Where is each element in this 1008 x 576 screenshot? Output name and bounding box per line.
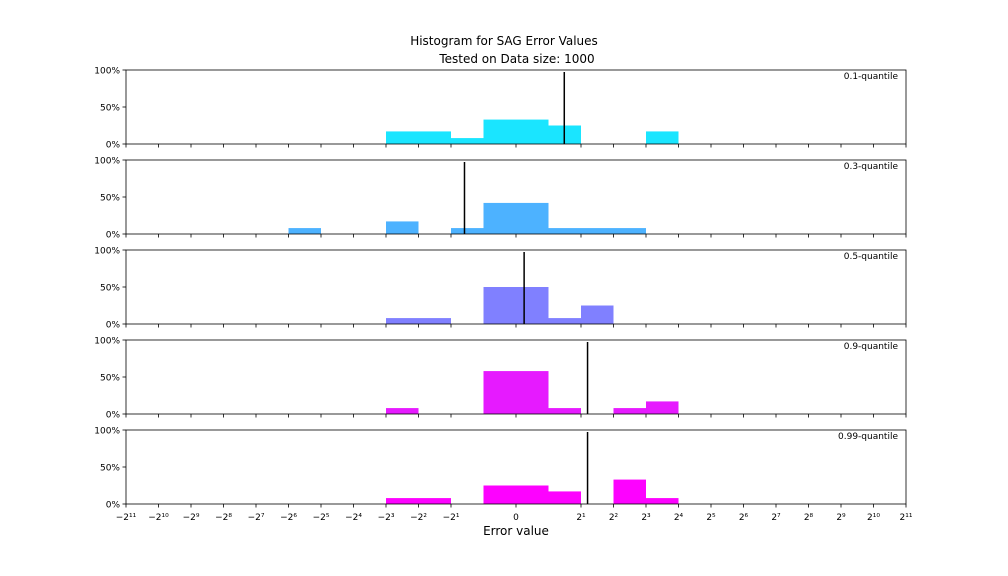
chart-subtitle: Tested on Data size: 1000	[438, 52, 594, 66]
histogram-bar	[386, 318, 451, 324]
histogram-panel: 0% 50% 100% 0.9-quantile	[94, 337, 907, 421]
histogram-panel: 0% 50% 100% 0.1-quantile	[94, 67, 907, 151]
histogram-bar	[451, 138, 484, 144]
x-tick-label: 2⁸	[804, 513, 814, 523]
histogram-bar	[451, 228, 484, 234]
x-tick-label: −2³	[378, 513, 395, 523]
histogram-bar	[288, 228, 321, 234]
x-tick-label: 2⁴	[674, 513, 684, 523]
x-tick-label: 2²	[609, 513, 619, 523]
histogram-bar	[483, 119, 549, 144]
x-tick-label: 2¹⁰	[867, 513, 880, 523]
x-tick-label: 2³	[641, 513, 651, 523]
x-tick-label: 2⁷	[771, 513, 781, 523]
panel-quantile-label: 0.5-quantile	[844, 252, 899, 262]
x-tick-label: 2¹¹	[900, 513, 913, 523]
panel-quantile-label: 0.99-quantile	[838, 432, 898, 442]
histogram-bar	[548, 491, 581, 504]
x-tick-label: −2⁷	[248, 513, 265, 523]
y-tick-label: 0%	[106, 141, 121, 151]
histogram-bar	[613, 479, 646, 504]
histogram-bar	[646, 401, 679, 414]
panel-quantile-label: 0.1-quantile	[844, 72, 899, 82]
y-tick-label: 0%	[106, 321, 121, 331]
x-axis-ticks: −2¹¹ −2¹⁰ −2⁹ −2⁸ −2⁷ −2⁶ −2⁵ −2⁴ −2³ −2² −2¹ 0 2¹ 2²…	[116, 513, 913, 523]
histogram-bar	[646, 131, 679, 144]
y-tick-label: 100%	[94, 157, 120, 167]
histogram-bar	[548, 408, 581, 414]
histogram-panel: 0% 50% 100% 0.99-quantile	[94, 427, 907, 511]
histogram-bar	[483, 287, 549, 324]
y-tick-label: 50%	[100, 464, 120, 474]
panel-quantile-label: 0.3-quantile	[844, 162, 899, 172]
y-tick-label: 100%	[94, 427, 120, 437]
histogram-bar	[613, 408, 646, 414]
x-tick-label: 2⁹	[836, 513, 846, 523]
chart-title: Histogram for SAG Error Values	[410, 34, 598, 48]
y-tick-label: 50%	[100, 374, 120, 384]
y-tick-label: 0%	[106, 231, 121, 241]
y-tick-label: 0%	[106, 501, 121, 511]
histogram-bar	[581, 305, 614, 324]
histogram-bar	[483, 485, 549, 504]
y-tick-label: 0%	[106, 411, 121, 421]
y-tick-label: 50%	[100, 194, 120, 204]
y-tick-label: 100%	[94, 247, 120, 257]
histogram-panels: 0% 50% 100% 0.1-quantile 0% 50% 100% 0.3-quanti…	[94, 67, 907, 511]
x-tick-label: 2⁵	[706, 513, 716, 523]
x-tick-label: −2²	[410, 513, 427, 523]
histogram-bar	[483, 202, 549, 234]
y-tick-label: 50%	[100, 104, 120, 114]
histogram-panel: 0% 50% 100% 0.3-quantile	[94, 157, 907, 241]
x-axis-label: Error value	[483, 524, 549, 538]
x-tick-label: 2¹	[576, 513, 586, 523]
histogram-bar	[386, 408, 419, 414]
histogram-bar	[386, 131, 451, 144]
x-tick-label: −2¹¹	[116, 513, 137, 523]
y-tick-label: 100%	[94, 337, 120, 347]
x-tick-label: −2⁵	[313, 513, 330, 523]
histogram-bar	[483, 371, 549, 414]
x-tick-label: −2⁶	[280, 513, 297, 523]
x-tick-label: 0	[513, 513, 519, 523]
histogram-bar	[548, 228, 646, 234]
histogram-bar	[386, 221, 419, 234]
panel-quantile-label: 0.9-quantile	[844, 342, 899, 352]
x-tick-label: −2¹	[443, 513, 460, 523]
y-tick-label: 100%	[94, 67, 120, 77]
x-tick-label: −2⁴	[345, 513, 362, 523]
histogram-panel: 0% 50% 100% 0.5-quantile	[94, 247, 907, 331]
histogram-bar	[386, 498, 451, 504]
x-tick-label: −2⁸	[215, 513, 232, 523]
x-tick-label: −2⁹	[183, 513, 200, 523]
histogram-bar	[548, 318, 581, 324]
x-tick-label: −2¹⁰	[148, 513, 169, 523]
histogram-bar	[646, 498, 679, 504]
x-tick-label: 2⁶	[739, 513, 749, 523]
y-tick-label: 50%	[100, 284, 120, 294]
